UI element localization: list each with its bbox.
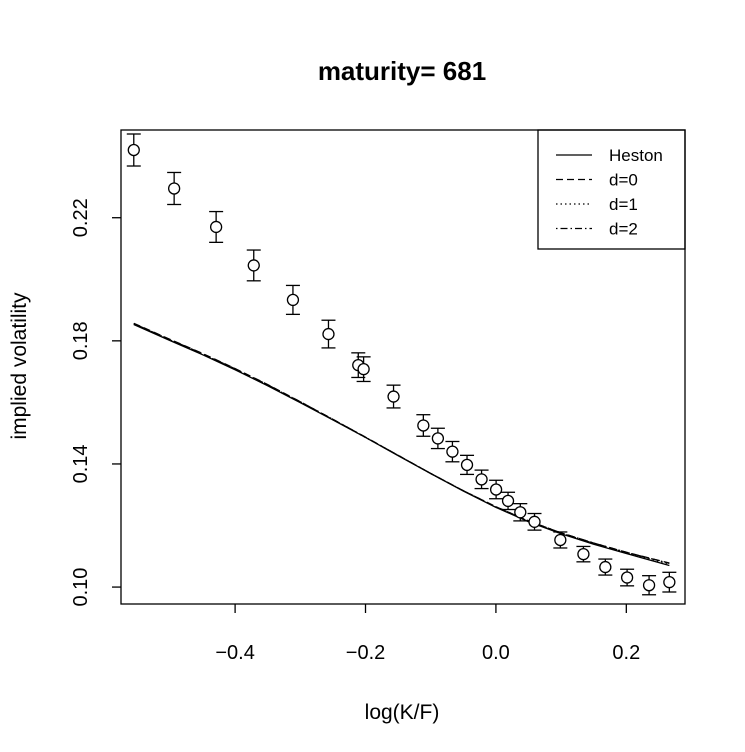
data-point [576, 545, 591, 563]
legend-label-d-1: d=1 [609, 195, 638, 214]
data-point [445, 440, 460, 463]
legend: Heston d=0 d=1 d=2 [537, 129, 686, 250]
point-marker [489, 483, 503, 496]
point-marker [642, 579, 656, 592]
y-tick-label: 0.18 [70, 321, 92, 360]
point-marker [577, 547, 590, 561]
point-marker [286, 293, 300, 307]
point-marker [127, 143, 140, 157]
data-point [474, 469, 489, 490]
y-tick-label: 0.14 [70, 444, 92, 483]
point-marker [663, 575, 676, 589]
y-tick-label: 0.10 [70, 568, 92, 607]
data-point [489, 479, 504, 500]
data-point [356, 356, 371, 383]
series-line-d-2 [133, 323, 670, 564]
point-marker [528, 515, 541, 528]
data-point [501, 491, 516, 511]
point-marker [620, 571, 634, 584]
data-point [662, 571, 677, 593]
point-marker [322, 327, 335, 341]
plot-area: −0.4 −0.2 0.0 0.2 0.10 0.14 0.18 0.22 [70, 133, 677, 664]
data-point [246, 249, 261, 282]
point-marker [247, 259, 260, 272]
legend-label-heston: Heston [609, 146, 663, 165]
point-marker [554, 533, 567, 547]
point-marker [431, 432, 445, 445]
data-point [460, 454, 475, 476]
data-point [321, 319, 336, 349]
data-point [553, 531, 568, 549]
point-marker [209, 220, 223, 234]
data-point [167, 171, 182, 206]
data-point [126, 133, 141, 167]
chart-title: maturity= 681 [318, 56, 486, 86]
data-point [285, 284, 300, 316]
x-tick-label: 0.0 [482, 642, 510, 664]
legend-label-d-0: d=0 [609, 171, 638, 190]
point-marker [387, 390, 400, 403]
plot-frame [120, 129, 686, 605]
point-marker [475, 473, 488, 486]
point-marker [514, 506, 527, 519]
point-marker [501, 494, 515, 508]
data-point [209, 210, 224, 243]
data-point [386, 384, 401, 409]
x-tick-label: −0.2 [346, 642, 385, 664]
point-marker [357, 363, 370, 376]
point-marker [446, 445, 459, 458]
legend-label-d-2: d=2 [609, 220, 638, 239]
data-point [620, 568, 635, 587]
x-axis-label: log(K/F) [365, 701, 440, 724]
y-axis-label: implied volatility [8, 292, 31, 440]
point-marker [599, 560, 612, 574]
data-point [416, 414, 431, 437]
data-point [642, 575, 657, 596]
point-marker [417, 419, 430, 432]
point-marker [460, 458, 474, 472]
data-point [430, 427, 445, 450]
y-tick-label: 0.22 [70, 198, 92, 237]
series-line-heston [133, 323, 670, 567]
data-point [527, 512, 542, 531]
point-marker [167, 182, 181, 195]
x-tick-label: −0.4 [215, 642, 254, 664]
data-point [598, 558, 613, 576]
data-point [513, 503, 528, 522]
x-tick-label: 0.2 [612, 642, 640, 664]
